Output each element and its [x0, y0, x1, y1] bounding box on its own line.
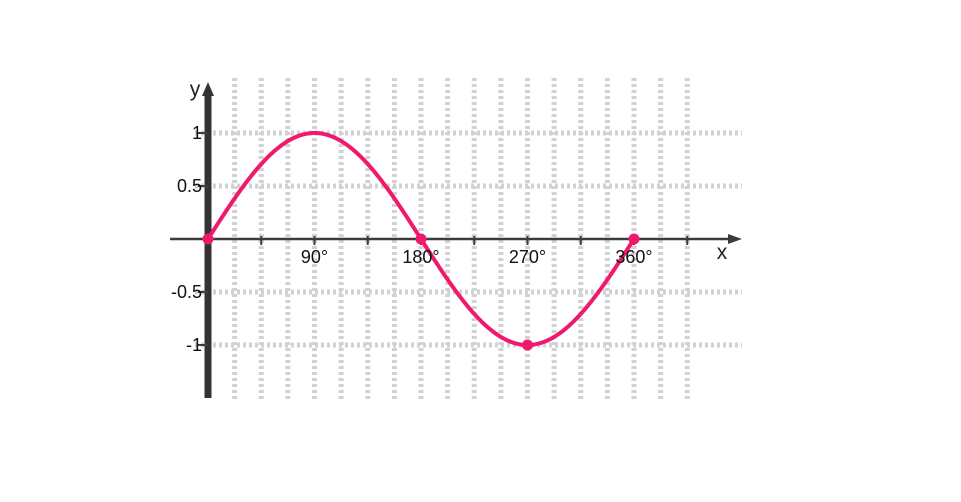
- tick-labels: 90° 180° 270° 360° 1 0.5 -0.5 -1: [171, 123, 653, 355]
- y-tick-label: -0.5: [171, 282, 202, 302]
- y-axis-arrow-icon: [202, 82, 214, 96]
- axes: [170, 82, 742, 398]
- y-tick-label: 1: [192, 123, 202, 143]
- x-tick-label: 90°: [301, 247, 328, 267]
- data-point: [628, 233, 640, 245]
- x-axis-title: x: [717, 241, 728, 264]
- series: [202, 131, 640, 351]
- x-tick-label: 270°: [509, 247, 546, 267]
- x-tick-label: 360°: [615, 247, 652, 267]
- y-axis-title: y: [190, 78, 201, 101]
- y-tick-label: 0.5: [177, 176, 202, 196]
- data-point: [202, 233, 214, 245]
- x-axis-arrow-icon: [728, 234, 742, 244]
- y-tick-label: -1: [186, 335, 202, 355]
- data-point: [415, 233, 427, 245]
- x-tick-label: 180°: [402, 247, 439, 267]
- data-point: [522, 339, 533, 351]
